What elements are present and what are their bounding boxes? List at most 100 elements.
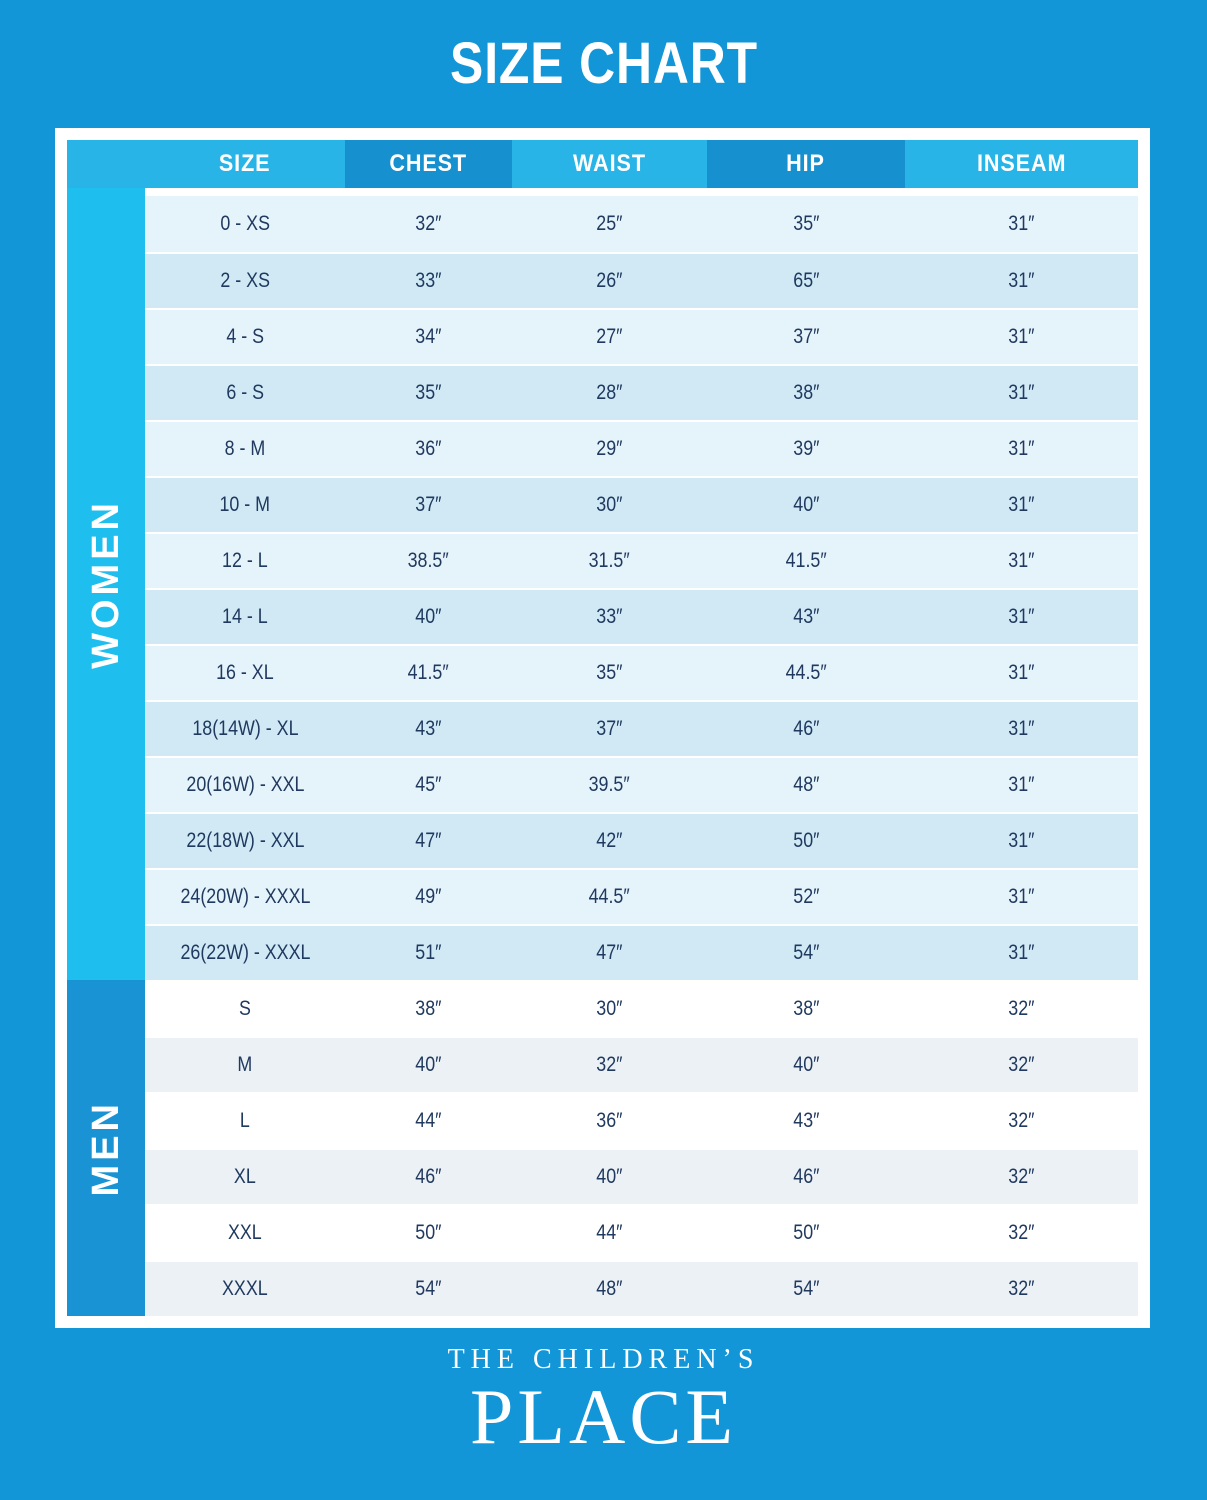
table-cell: 40″ bbox=[596, 1165, 623, 1188]
column-header-size: SIZE bbox=[67, 140, 345, 188]
table-rows: 0 - XS 32″ 25″ 35″ 31″ 2 - XS 33″ 26″ 65″ 31″ 4 - … bbox=[145, 188, 1138, 1316]
table-cell: 41.5″ bbox=[407, 661, 450, 684]
table-row: 26(22W) - XXXL 51″ 47″ 54″ 31″ bbox=[145, 924, 1138, 980]
table-cell: 14 - L bbox=[222, 605, 268, 628]
table-cell: 41.5″ bbox=[785, 549, 827, 572]
table-cell: 34″ bbox=[415, 325, 442, 348]
column-header-waist: WAIST bbox=[512, 140, 707, 188]
table-row: 16 - XL 41.5″ 35″ 44.5″ 31″ bbox=[145, 644, 1138, 700]
table-cell: 33″ bbox=[415, 269, 442, 292]
table-cell: 27″ bbox=[596, 325, 623, 348]
table-cell: 32″ bbox=[1008, 1221, 1035, 1244]
table-cell: 32″ bbox=[1008, 1109, 1035, 1132]
table-cell: 36″ bbox=[415, 437, 442, 460]
table-row: 14 - L 40″ 33″ 43″ 31″ bbox=[145, 588, 1138, 644]
table-cell: M bbox=[237, 1053, 253, 1076]
table-cell: 22(18W) - XXL bbox=[185, 829, 305, 852]
table-cell: 43″ bbox=[792, 605, 820, 628]
table-cell: 35″ bbox=[596, 661, 623, 684]
table-cell: 46″ bbox=[792, 717, 820, 740]
table-row: 0 - XS 32″ 25″ 35″ 31″ bbox=[145, 196, 1138, 252]
table-cell: 33″ bbox=[596, 605, 623, 628]
table-row: XXXL 54″ 48″ 54″ 32″ bbox=[145, 1260, 1138, 1316]
table-cell: 12 - L bbox=[222, 549, 268, 572]
table-row: 6 - S 35″ 28″ 38″ 31″ bbox=[145, 364, 1138, 420]
table-cell: 28″ bbox=[596, 381, 623, 404]
table-cell: 31.5″ bbox=[588, 549, 631, 572]
table-cell: 46″ bbox=[415, 1165, 442, 1188]
table-cell: 4 - S bbox=[226, 325, 264, 348]
table-cell: 46″ bbox=[792, 1165, 820, 1188]
table-cell: 47″ bbox=[415, 829, 442, 852]
table-cell: XXL bbox=[228, 1221, 262, 1244]
table-cell: 48″ bbox=[792, 773, 820, 796]
table-cell: 31″ bbox=[1008, 829, 1035, 852]
table-cell: 6 - S bbox=[226, 381, 264, 404]
table-cell: 35″ bbox=[415, 381, 442, 404]
table-cell: 40″ bbox=[415, 1053, 442, 1076]
table-cell: 32″ bbox=[596, 1053, 623, 1076]
table-cell: 31″ bbox=[1008, 269, 1035, 292]
men-section-label: MEN bbox=[84, 1099, 127, 1197]
table-cell: 10 - M bbox=[219, 493, 271, 516]
table-cell: 44″ bbox=[415, 1109, 442, 1132]
table-row: 22(18W) - XXL 47″ 42″ 50″ 31″ bbox=[145, 812, 1138, 868]
table-row: 8 - M 36″ 29″ 39″ 31″ bbox=[145, 420, 1138, 476]
table-cell: 43″ bbox=[792, 1109, 820, 1132]
table-row: M 40″ 32″ 40″ 32″ bbox=[145, 1036, 1138, 1092]
table-row: 24(20W) - XXXL 49″ 44.5″ 52″ 31″ bbox=[145, 868, 1138, 924]
page-title: SIZE CHART bbox=[0, 30, 1207, 97]
table-cell: 47″ bbox=[596, 941, 623, 964]
table-cell: 31″ bbox=[1008, 773, 1035, 796]
table-row: S 38″ 30″ 38″ 32″ bbox=[145, 980, 1138, 1036]
table-cell: S bbox=[239, 997, 251, 1020]
column-header-inseam: INSEAM bbox=[905, 140, 1138, 188]
table-cell: 52″ bbox=[792, 885, 820, 908]
table-cell: 50″ bbox=[792, 1221, 820, 1244]
table-cell: 25″ bbox=[596, 212, 623, 235]
table-cell: 38″ bbox=[415, 997, 442, 1020]
table-cell: 32″ bbox=[1008, 1053, 1035, 1076]
table-cell: 26″ bbox=[596, 269, 623, 292]
table-cell: 38.5″ bbox=[407, 549, 450, 572]
table-cell: 30″ bbox=[596, 997, 623, 1020]
table-cell: 51″ bbox=[415, 941, 442, 964]
brand-name-bottom: PLACE bbox=[469, 1373, 738, 1460]
table-cell: 65″ bbox=[792, 269, 820, 292]
table-cell: 39″ bbox=[792, 437, 820, 460]
table-row: 20(16W) - XXL 45″ 39.5″ 48″ 31″ bbox=[145, 756, 1138, 812]
table-cell: 48″ bbox=[596, 1277, 623, 1300]
table-cell: XL bbox=[234, 1165, 256, 1188]
column-header-hip: HIP bbox=[707, 140, 905, 188]
table-row: 4 - S 34″ 27″ 37″ 31″ bbox=[145, 308, 1138, 364]
table-body: WOMEN MEN 0 - XS 32″ 25″ 35″ 31″ 2 - XS 33″ 26″… bbox=[67, 188, 1138, 1316]
table-cell: 37″ bbox=[596, 717, 623, 740]
table-cell: 31″ bbox=[1008, 212, 1035, 235]
table-cell: 37″ bbox=[792, 325, 820, 348]
table-cell: 31″ bbox=[1008, 941, 1035, 964]
table-cell: 24(20W) - XXXL bbox=[180, 885, 310, 908]
table-cell: 31″ bbox=[1008, 549, 1035, 572]
table-cell: 40″ bbox=[792, 493, 820, 516]
size-table-frame: SIZE CHEST WAIST HIP INSEAM WOMEN MEN bbox=[55, 128, 1150, 1328]
table-cell: 30″ bbox=[596, 493, 623, 516]
table-cell: 42″ bbox=[596, 829, 623, 852]
table-cell: 54″ bbox=[792, 941, 820, 964]
men-section-band: MEN bbox=[67, 980, 145, 1316]
table-row: 18(14W) - XL 43″ 37″ 46″ 31″ bbox=[145, 700, 1138, 756]
table-cell: 44.5″ bbox=[588, 885, 631, 908]
women-section-band: WOMEN bbox=[67, 188, 145, 980]
table-cell: 38″ bbox=[792, 997, 820, 1020]
women-section-label: WOMEN bbox=[84, 499, 127, 669]
table-cell: 8 - M bbox=[224, 437, 266, 460]
table-header-row: SIZE CHEST WAIST HIP INSEAM bbox=[67, 140, 1138, 188]
table-cell: 38″ bbox=[792, 381, 820, 404]
table-cell: 54″ bbox=[792, 1277, 820, 1300]
table-cell: 49″ bbox=[415, 885, 442, 908]
table-cell: 44″ bbox=[596, 1221, 623, 1244]
table-row: 12 - L 38.5″ 31.5″ 41.5″ 31″ bbox=[145, 532, 1138, 588]
table-cell: 31″ bbox=[1008, 325, 1035, 348]
table-cell: 31″ bbox=[1008, 661, 1035, 684]
table-cell: 44.5″ bbox=[785, 661, 827, 684]
